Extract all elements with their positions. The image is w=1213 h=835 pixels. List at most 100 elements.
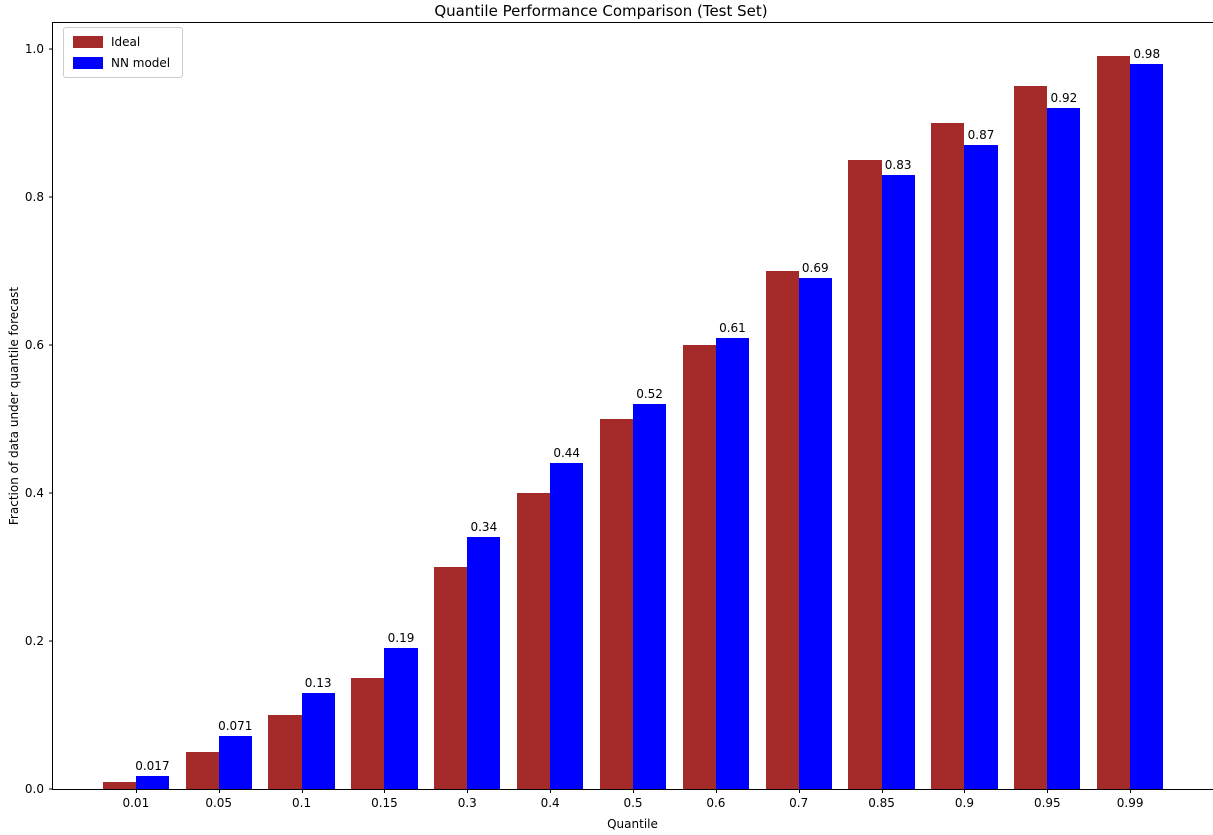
bar-group-0.4: 0.44 0.4: [509, 23, 592, 810]
x-tick-label-0.6: 0.6: [706, 796, 726, 810]
x-tick-label-0.5: 0.5: [623, 796, 643, 810]
bar-value-label-0.3: 0.34: [470, 520, 498, 535]
chart-title: Quantile Performance Comparison (Test Se…: [434, 2, 768, 20]
nn-model-bar-0.99: 0.98: [1130, 47, 1164, 789]
nn-model-bar-0.01: 0.017: [135, 759, 170, 789]
ideal-bar-0.99: [1097, 56, 1131, 789]
ideal-bar-0.15: [351, 678, 385, 789]
nn-model-bar-0.1: 0.13: [301, 676, 335, 789]
bar-value-label-0.7: 0.69: [801, 261, 829, 276]
bar-value-label-0.1: 0.13: [304, 675, 332, 690]
x-tick-mark-0.99: [1130, 789, 1132, 793]
bars-container: 0.017 0.01 0.071 0.05 0.13 0.1 0.19 0.15 0.34 0.3…: [53, 23, 1213, 810]
x-tick-label-0.85: 0.85: [868, 796, 895, 810]
bar-value-label-0.01: 0.017: [135, 759, 170, 774]
bar-group-0.95: 0.92 0.95: [1006, 23, 1089, 810]
x-tick-label-0.01: 0.01: [122, 796, 150, 810]
nn-model-bar-0.85: 0.83: [881, 158, 915, 789]
nn-model-bar-0.3: 0.34: [467, 520, 501, 789]
legend-swatch-icon: [73, 36, 103, 48]
y-tick-label-0.2: 0.2: [24, 633, 44, 648]
x-tick-mark-0.15: [384, 789, 386, 793]
x-tick-mark-0.4: [550, 789, 552, 793]
bar-value-label-0.99: 0.98: [1133, 46, 1161, 61]
x-tick-label-0.99: 0.99: [1116, 796, 1144, 810]
x-tick-label-0.7: 0.7: [789, 796, 809, 810]
bar-value-label-0.9: 0.87: [967, 128, 995, 143]
plot-area: 0.017 0.01 0.071 0.05 0.13 0.1 0.19 0.15 0.34 0.3…: [25, 22, 1213, 810]
x-tick-mark-0.85: [881, 789, 883, 793]
ideal-bar-0.01: [102, 781, 136, 789]
ideal-bar-0.6: [682, 344, 716, 789]
nn-model-bar-0.7: 0.69: [798, 261, 832, 789]
x-tick-label-0.4: 0.4: [540, 796, 560, 810]
x-tick-label-0.9: 0.9: [954, 796, 974, 810]
y-tick-label-0.0: 0.0: [24, 782, 44, 796]
legend-entry-ideal: Ideal: [73, 35, 170, 49]
x-tick-label-0.95: 0.95: [1033, 796, 1061, 810]
ideal-bar-0.5: [599, 418, 633, 789]
y-tick-mark-1.0: [49, 48, 53, 50]
nn-model-bar-0.4: 0.44: [550, 446, 584, 789]
ideal-bar-0.4: [517, 492, 551, 789]
x-tick-mark-0.7: [798, 789, 800, 793]
nn-model-bar-0.9: 0.87: [964, 128, 998, 789]
nn-model-bar-0.15: 0.19: [384, 631, 418, 789]
legend-label: NN model: [111, 56, 171, 70]
bar-group-0.5: 0.52 0.5: [592, 23, 675, 810]
ideal-bar-0.05: [185, 752, 219, 789]
bar-group-0.85: 0.83 0.85: [840, 23, 923, 810]
ideal-bar-0.3: [434, 566, 468, 789]
bar-group-0.1: 0.13 0.1: [260, 23, 343, 810]
x-tick-mark-0.05: [218, 789, 220, 793]
bar-group-0.15: 0.19 0.15: [343, 23, 426, 810]
y-tick-mark-0.8: [49, 196, 53, 198]
bar-group-0.9: 0.87 0.9: [923, 23, 1006, 810]
y-tick-label-0.4: 0.4: [24, 485, 44, 500]
x-tick-label-0.1: 0.1: [292, 796, 312, 810]
bar-value-label-0.4: 0.44: [553, 446, 581, 461]
bar-group-0.01: 0.017 0.01: [94, 23, 177, 810]
x-tick-mark-0.9: [964, 789, 966, 793]
bar-group-0.05: 0.071 0.05: [177, 23, 260, 810]
ideal-bar-0.7: [765, 270, 799, 789]
y-axis-label: Fraction of data under quantile forecast: [7, 286, 21, 526]
y-tick-mark-0.0: [49, 788, 53, 790]
legend-swatch-icon: [73, 57, 103, 69]
x-tick-mark-0.3: [467, 789, 469, 793]
x-tick-label-0.15: 0.15: [371, 796, 398, 810]
y-tick-label-0.6: 0.6: [24, 337, 44, 352]
bar-value-label-0.85: 0.83: [884, 157, 912, 172]
bar-group-0.99: 0.98 0.99: [1089, 23, 1172, 810]
y-tick-mark-0.2: [49, 640, 53, 642]
nn-model-bar-0.6: 0.61: [715, 321, 749, 789]
bar-value-label-0.5: 0.52: [636, 387, 663, 402]
ideal-bar-0.1: [268, 715, 302, 789]
nn-model-bar-0.95: 0.92: [1047, 91, 1081, 789]
x-tick-mark-0.6: [715, 789, 717, 793]
bar-value-label-0.15: 0.19: [387, 631, 415, 646]
nn-model-bar-0.05: 0.071: [218, 719, 252, 789]
legend-entry-nn-model: NN model: [73, 56, 170, 70]
ideal-bar-0.9: [931, 122, 965, 789]
bar-value-label-0.05: 0.071: [218, 719, 253, 734]
bar-group-0.3: 0.34 0.3: [426, 23, 509, 810]
x-tick-label-0.3: 0.3: [457, 796, 477, 810]
x-axis-label: Quantile: [607, 817, 658, 831]
y-tick-mark-0.6: [49, 344, 53, 346]
y-tick-label-0.8: 0.8: [24, 189, 44, 204]
legend-label: Ideal: [111, 35, 141, 49]
bar-value-label-0.95: 0.92: [1050, 91, 1078, 106]
nn-model-bar-0.5: 0.52: [633, 387, 667, 789]
legend: Ideal NN model: [63, 27, 184, 78]
ideal-bar-0.85: [848, 159, 882, 789]
x-tick-mark-0.1: [301, 789, 303, 793]
x-tick-mark-0.5: [633, 789, 634, 793]
y-tick-label-1.0: 1.0: [24, 41, 44, 56]
x-tick-label-0.05: 0.05: [205, 796, 233, 810]
x-tick-mark-0.01: [135, 789, 137, 793]
y-tick-mark-0.4: [49, 492, 53, 494]
bar-group-0.7: 0.69 0.7: [757, 23, 840, 810]
bar-value-label-0.6: 0.61: [719, 320, 746, 335]
